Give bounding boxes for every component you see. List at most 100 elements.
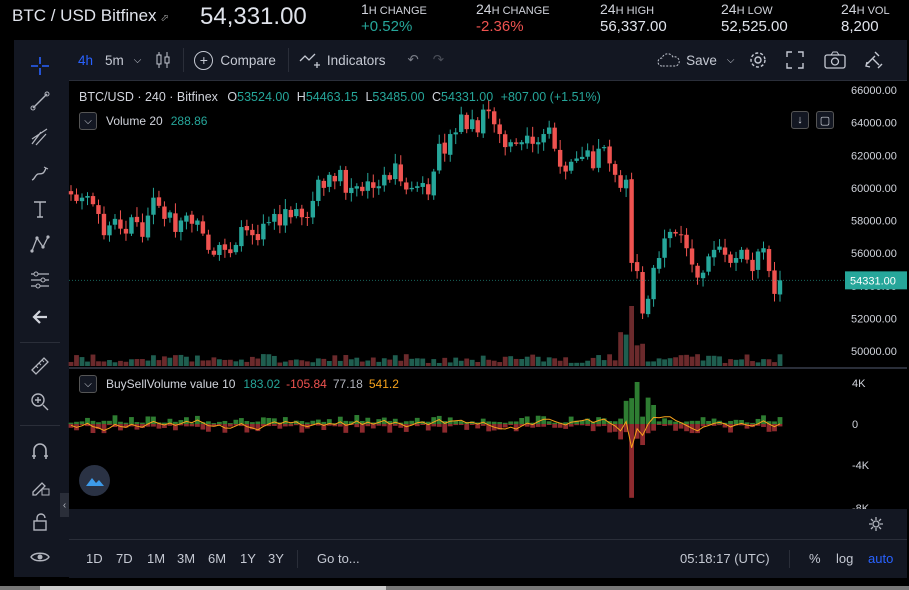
bsv-bar: [453, 420, 459, 424]
candle: [68, 185, 74, 201]
candle: [563, 161, 568, 180]
collapse-icon[interactable]: ⌵: [79, 112, 97, 130]
camera-icon[interactable]: [824, 51, 847, 69]
pattern-icon[interactable]: [26, 230, 54, 258]
volume-bar: [464, 358, 470, 366]
volume-bar: [134, 359, 140, 366]
candle: [288, 206, 294, 224]
range-1d-button[interactable]: 1D: [86, 551, 103, 566]
legend-symbol: BTC/USD · 240 · Bitfinex: [79, 90, 218, 104]
logo-icon[interactable]: [79, 465, 110, 496]
brush-icon[interactable]: [26, 159, 54, 187]
bsv-bar: [711, 424, 717, 426]
volume-bar: [288, 360, 294, 366]
volume-bar: [101, 361, 107, 366]
price-tick: 58000.00: [851, 216, 897, 228]
range-7d-button[interactable]: 7D: [116, 551, 133, 566]
volume-bar: [321, 358, 327, 366]
candle: [552, 122, 557, 152]
percent-toggle[interactable]: %: [809, 551, 821, 566]
undo-icon[interactable]: ↶: [407, 52, 419, 67]
bsv-bar: [777, 417, 783, 424]
external-link-icon[interactable]: ⬀: [160, 13, 169, 24]
volume-bar: [502, 356, 508, 366]
bsv-bar: [623, 424, 629, 433]
axis-settings-icon[interactable]: [844, 509, 907, 539]
zoom-in-icon[interactable]: [26, 388, 54, 416]
range-1y-button[interactable]: 1Y: [240, 551, 256, 566]
compare-button[interactable]: + Compare: [194, 50, 276, 70]
bsv-bar: [524, 416, 530, 424]
maximize-pane-icon[interactable]: ▢: [816, 111, 834, 129]
collapse-toolbar-button[interactable]: ‹: [60, 493, 69, 517]
bsv-bar: [623, 400, 629, 424]
bsv-bar: [629, 424, 635, 498]
bsv-bar: [206, 421, 211, 424]
goto-button[interactable]: Go to...: [317, 551, 360, 566]
chevron-down-icon[interactable]: ⌵: [133, 54, 142, 66]
stat-3: 24H LOW 52,525.00: [721, 1, 788, 35]
candle: [393, 153, 398, 185]
range-3y-button[interactable]: 3Y: [268, 551, 284, 566]
stat-2: 24H HIGH 56,337.00: [600, 1, 667, 35]
chart-pane[interactable]: [69, 81, 844, 509]
chevron-down-icon[interactable]: ⌵: [726, 54, 735, 66]
collapse-icon[interactable]: ⌵: [79, 375, 97, 393]
bsv-tick: -4K: [852, 460, 870, 472]
redo-icon[interactable]: ↷: [432, 52, 445, 67]
volume-bar: [200, 360, 206, 366]
price-axis[interactable]: [844, 81, 907, 509]
lock-drawing-icon[interactable]: [26, 472, 54, 500]
utc-clock[interactable]: 05:18:17 (UTC): [680, 551, 770, 566]
volume-bar: [673, 357, 678, 366]
magnet-icon[interactable]: [26, 437, 54, 465]
volume-bar: [772, 362, 777, 366]
candle-type-icon[interactable]: [155, 51, 171, 69]
bsv-bar: [420, 421, 426, 424]
eye-icon[interactable]: [26, 543, 54, 571]
ruler-icon[interactable]: [26, 352, 54, 380]
volume-bar: [607, 354, 613, 366]
auto-toggle[interactable]: auto: [868, 551, 894, 566]
bsv-bar: [211, 423, 217, 425]
bsv-bar: [299, 421, 305, 424]
prediction-icon[interactable]: [26, 266, 54, 294]
gear-icon[interactable]: [748, 50, 768, 70]
volume-bar: [123, 361, 129, 366]
volume-bar: [684, 354, 689, 366]
candle: [96, 199, 101, 224]
candle: [85, 192, 90, 206]
bsv-bar: [392, 418, 398, 424]
bsv-bar: [206, 424, 211, 432]
time-axis[interactable]: [69, 509, 844, 539]
fullscreen-icon[interactable]: [786, 51, 805, 69]
bsv-bar: [310, 420, 316, 424]
bsv-bar: [129, 417, 134, 424]
bsv-bar: [140, 422, 145, 424]
text-tool-icon[interactable]: [26, 195, 54, 223]
pitchfork-icon[interactable]: [26, 123, 54, 151]
share-icon[interactable]: [864, 50, 884, 70]
range-6m-button[interactable]: 6M: [208, 551, 227, 566]
candle: [233, 242, 239, 255]
indicators-button[interactable]: Indicators: [299, 51, 385, 69]
save-button[interactable]: Save: [656, 52, 717, 68]
volume-bar: [568, 362, 574, 366]
move-down-icon[interactable]: ↓: [791, 111, 809, 129]
range-1m-button[interactable]: 1M: [147, 551, 166, 566]
trend-line-icon[interactable]: [26, 87, 54, 115]
crosshair-icon[interactable]: [26, 52, 54, 80]
candle: [535, 137, 541, 154]
interval-4h-button[interactable]: 4h: [78, 52, 94, 68]
symbol-title[interactable]: BTC / USD Bitfinex ⬀: [12, 6, 169, 25]
bsv-bar: [497, 424, 503, 430]
candle: [272, 208, 277, 230]
lock-icon[interactable]: [26, 508, 54, 536]
interval-5m-button[interactable]: 5m: [105, 52, 124, 68]
horizontal-scrollbar[interactable]: [0, 586, 909, 590]
log-toggle[interactable]: log: [836, 551, 854, 566]
bsv-bar: [502, 424, 508, 428]
bsv-bar: [700, 417, 706, 424]
range-3m-button[interactable]: 3M: [177, 551, 196, 566]
back-arrow-icon[interactable]: [26, 303, 54, 331]
